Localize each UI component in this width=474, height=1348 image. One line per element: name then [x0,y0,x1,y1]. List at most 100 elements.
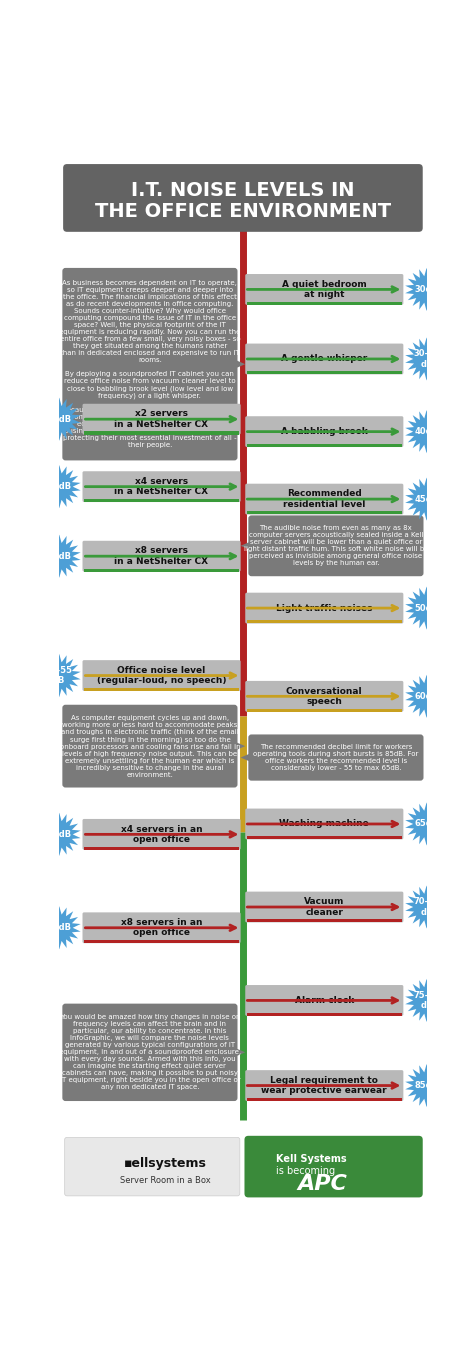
Text: A babbling brook: A babbling brook [281,427,368,437]
FancyBboxPatch shape [63,1004,237,1101]
Text: 45dB: 45dB [415,495,438,504]
FancyBboxPatch shape [245,484,403,515]
Polygon shape [405,586,448,630]
Text: THE OFFICE ENVIRONMENT: THE OFFICE ENVIRONMENT [95,202,391,221]
Text: 50dB: 50dB [415,604,438,612]
FancyBboxPatch shape [245,1070,403,1101]
Text: 46dB: 46dB [47,483,71,491]
FancyBboxPatch shape [63,268,237,461]
Text: You would be amazed how tiny changes in noise or
frequency levels can affect the: You would be amazed how tiny changes in … [59,1014,241,1091]
Polygon shape [405,337,448,380]
Text: x4 servers in an
open office: x4 servers in an open office [121,825,202,844]
Bar [84,431,239,434]
Text: Kell Systems: Kell Systems [276,1154,347,1163]
FancyBboxPatch shape [248,515,423,576]
FancyBboxPatch shape [245,985,403,1016]
Text: is becoming: is becoming [276,1166,336,1175]
FancyBboxPatch shape [245,809,403,840]
Text: x8 servers
in a NetShelter CX: x8 servers in a NetShelter CX [115,546,209,566]
Text: x2 servers
in a NetShelter CX: x2 servers in a NetShelter CX [115,410,209,429]
Text: 49dB: 49dB [47,551,71,561]
FancyBboxPatch shape [82,541,241,572]
Text: x4 servers
in a NetShelter CX: x4 servers in a NetShelter CX [115,477,209,496]
Polygon shape [405,410,448,453]
Text: Server Room in a Box: Server Room in a Box [120,1175,211,1185]
Bar [247,836,402,840]
Bar [84,499,239,501]
Bar [247,620,402,624]
Polygon shape [405,1064,448,1107]
Text: As computer equipment cycles up and down,
working more or less hard to accommoda: As computer equipment cycles up and down… [60,714,240,778]
Bar [247,302,402,305]
Bar [84,687,239,692]
Polygon shape [235,1047,245,1057]
Text: 44dB: 44dB [47,415,71,423]
FancyBboxPatch shape [245,344,403,375]
FancyBboxPatch shape [63,705,237,787]
Text: 30-35
dB: 30-35 dB [413,349,440,368]
FancyBboxPatch shape [245,593,403,624]
Text: APC: APC [298,1174,348,1194]
Bar [247,709,402,712]
FancyBboxPatch shape [63,164,423,232]
Polygon shape [235,741,245,751]
Text: 70-75
dB: 70-75 dB [413,898,440,917]
Text: 65dB: 65dB [415,820,438,829]
Bar [247,919,402,922]
FancyBboxPatch shape [82,472,241,501]
Text: Vacuum
cleaner: Vacuum cleaner [304,898,345,917]
Text: The recommended decibel limit for workers
operating tools during short bursts is: The recommended decibel limit for worker… [253,744,419,771]
FancyBboxPatch shape [82,404,241,434]
Bar [84,940,239,944]
Polygon shape [241,754,251,762]
Text: Conversational
speech: Conversational speech [286,686,363,706]
FancyBboxPatch shape [64,1138,240,1196]
Polygon shape [405,675,448,718]
Text: 85dB: 85dB [415,1081,438,1091]
Polygon shape [405,802,448,845]
Text: A gentle whisper: A gentle whisper [281,355,367,364]
Text: Legal requirement to
wear protective earwear: Legal requirement to wear protective ear… [262,1076,387,1095]
Text: 65dB: 65dB [47,830,71,838]
Polygon shape [405,886,448,929]
FancyBboxPatch shape [82,913,241,944]
Text: 50-55
dB: 50-55 dB [46,666,73,685]
Polygon shape [405,477,448,520]
Polygon shape [38,398,81,441]
Polygon shape [38,654,81,697]
Text: 30dB: 30dB [415,284,438,294]
Text: Office noise level
(regular-loud, no speech): Office noise level (regular-loud, no spe… [97,666,226,685]
Text: 60dB: 60dB [415,692,438,701]
Bar [247,443,402,448]
Text: Alarm clock: Alarm clock [295,996,354,1004]
FancyBboxPatch shape [245,274,403,305]
Text: 40dB: 40dB [415,427,438,437]
Polygon shape [38,813,81,856]
FancyBboxPatch shape [82,661,241,692]
Text: Recommended
residential level: Recommended residential level [283,489,365,508]
Text: 68dB: 68dB [47,923,71,933]
Polygon shape [235,360,245,369]
Polygon shape [38,906,81,949]
Polygon shape [241,541,251,550]
Bar [84,569,239,572]
Text: 75-80
dB: 75-80 dB [413,991,440,1010]
Polygon shape [405,268,448,311]
Polygon shape [38,535,81,578]
Polygon shape [38,465,81,508]
Text: Washing machine: Washing machine [280,820,369,829]
FancyBboxPatch shape [245,891,403,922]
FancyBboxPatch shape [82,820,241,849]
Text: The audible noise from even as many as 8x
computer servers acoustically sealed i: The audible noise from even as many as 8… [244,526,428,566]
Bar [84,847,239,849]
Text: As business becomes dependent on IT to operate,
so IT equipment creeps deeper an: As business becomes dependent on IT to o… [59,280,241,448]
Bar [247,1012,402,1016]
Bar [247,511,402,515]
Text: ▪ellsystems: ▪ellsystems [124,1158,207,1170]
FancyBboxPatch shape [248,735,423,780]
Bar [247,371,402,375]
FancyBboxPatch shape [245,417,403,448]
Polygon shape [405,979,448,1022]
Text: Light traffic noises: Light traffic noises [276,604,373,612]
Text: x8 servers in an
open office: x8 servers in an open office [121,918,202,937]
